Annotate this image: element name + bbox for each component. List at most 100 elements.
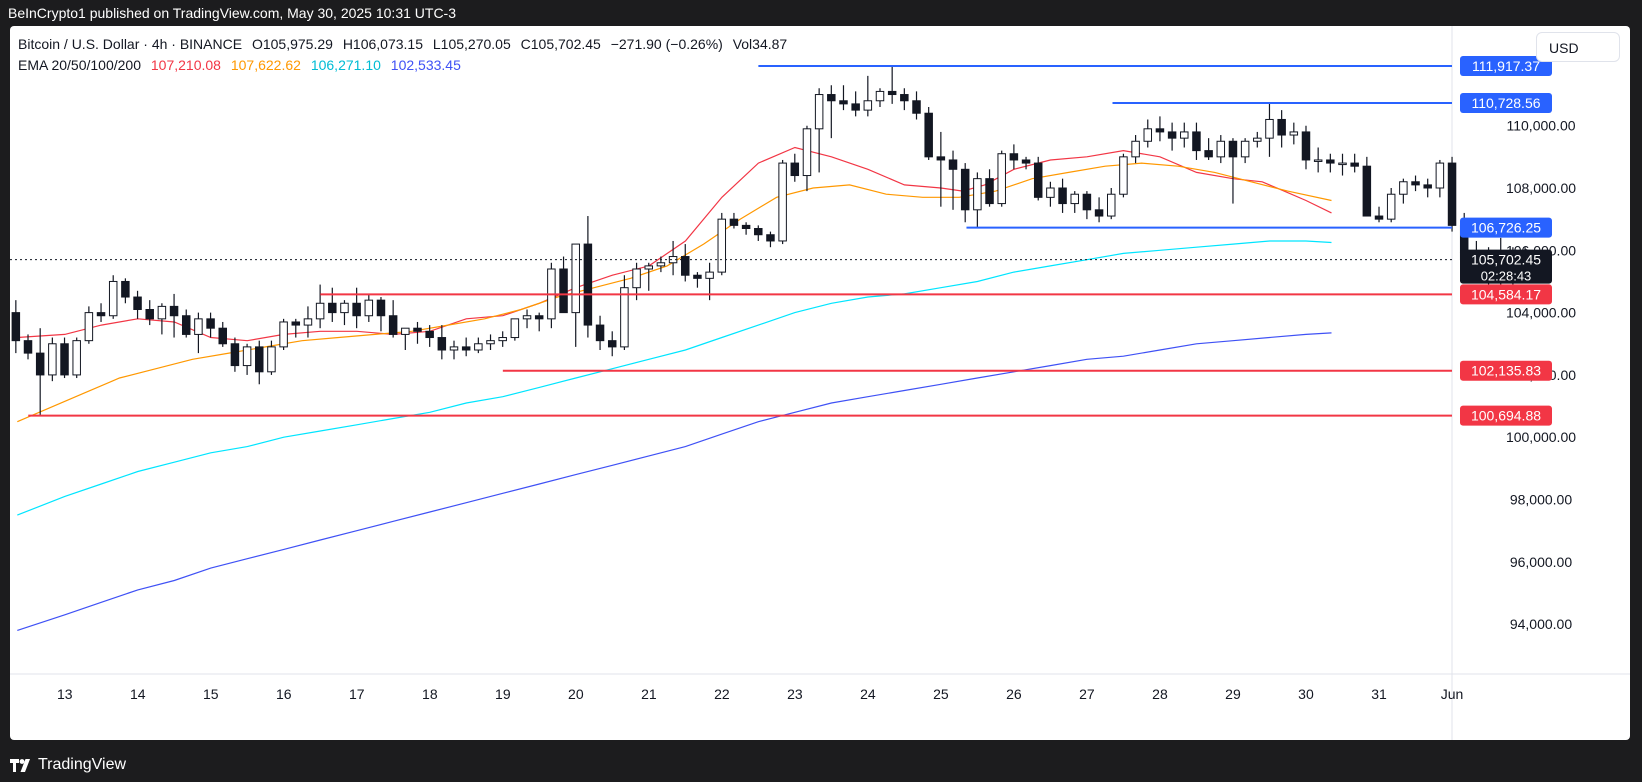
candle-body xyxy=(230,343,240,367)
x-tick-label: 22 xyxy=(714,686,730,702)
candle-body xyxy=(1228,140,1238,158)
chart-panel[interactable]: Bitcoin / U.S. Dollar · 4h · BINANCE O10… xyxy=(10,26,1630,740)
candle-body xyxy=(48,343,57,376)
ema-line xyxy=(17,162,1332,423)
x-tick-label: 16 xyxy=(276,686,292,702)
candle-body xyxy=(1362,165,1372,217)
candle-body xyxy=(717,218,727,273)
candle xyxy=(1119,153,1128,198)
candle xyxy=(230,337,240,372)
candle xyxy=(194,312,203,354)
resistance-price-tag xyxy=(1460,55,1552,76)
candle-body xyxy=(1216,140,1226,158)
candle xyxy=(11,300,21,354)
candle-body xyxy=(498,337,507,342)
candle-body xyxy=(754,228,763,236)
candle xyxy=(863,75,873,117)
candle-body xyxy=(315,302,325,320)
candle xyxy=(328,287,337,322)
candle xyxy=(133,290,142,319)
low-value: L105,270.05 xyxy=(432,36,511,52)
candle-body xyxy=(924,112,933,158)
candle-body xyxy=(912,100,921,114)
candle xyxy=(607,331,617,357)
candle-body xyxy=(851,103,860,111)
symbol-label[interactable]: Bitcoin / U.S. Dollar · 4h · BINANCE xyxy=(18,36,243,52)
x-tick-label: 19 xyxy=(495,686,511,702)
candle-body xyxy=(1143,128,1153,142)
candle-body xyxy=(242,346,252,367)
candle-body xyxy=(1386,193,1396,220)
resistance-level-label: 111,917.37 xyxy=(1472,58,1540,74)
support-price-tag xyxy=(1460,360,1552,381)
candle xyxy=(960,163,970,223)
candle-body xyxy=(218,327,228,345)
candle xyxy=(814,88,824,173)
candle-body xyxy=(632,268,641,289)
candle-body xyxy=(437,337,447,351)
x-tick-label: 15 xyxy=(203,686,219,702)
x-tick-label: 17 xyxy=(349,686,365,702)
candle xyxy=(1313,147,1323,173)
candle xyxy=(1070,191,1079,213)
candle xyxy=(559,256,568,314)
resistance-level-label: 110,728.56 xyxy=(1471,95,1540,111)
resistance-price-tag xyxy=(1460,92,1552,113)
candle-body xyxy=(985,178,994,205)
candle xyxy=(48,337,57,382)
candle xyxy=(1399,178,1408,204)
candle xyxy=(1289,122,1299,145)
candle xyxy=(267,340,276,375)
candle-body xyxy=(827,94,836,102)
ema200-value: 102,533.45 xyxy=(390,57,461,73)
footer: TradingView xyxy=(0,748,1642,782)
candle-body xyxy=(705,271,714,279)
candle xyxy=(279,318,288,350)
candle-body xyxy=(1204,150,1213,158)
candle-body xyxy=(1277,118,1286,136)
candlestick-chart[interactable]: 94,000.00 96,000.00 98,000.00 100,000.00 102… xyxy=(10,26,1630,740)
candle-body xyxy=(425,330,434,339)
candle xyxy=(218,321,228,347)
support-level-label: 104,584.17 xyxy=(1471,286,1541,302)
candle xyxy=(1338,153,1347,176)
candle-body xyxy=(936,156,946,161)
candle-body xyxy=(1119,156,1128,195)
candle-body xyxy=(449,346,459,351)
candle-body xyxy=(121,280,130,298)
current-price-label: 105,702.45 xyxy=(1471,252,1541,268)
candle-body xyxy=(108,280,118,317)
legend-ohlc-row: Bitcoin / U.S. Dollar · 4h · BINANCE O10… xyxy=(18,34,793,55)
candle xyxy=(1265,103,1274,157)
candle xyxy=(242,343,252,375)
candle xyxy=(1046,181,1055,207)
candle-body xyxy=(133,296,142,310)
candle xyxy=(900,88,909,111)
candle xyxy=(1167,122,1177,151)
ema-line xyxy=(17,332,1332,631)
change-value: −271.90 (−0.26%) xyxy=(610,36,723,52)
candle-body xyxy=(1374,215,1384,220)
candle xyxy=(875,88,885,107)
candle xyxy=(1192,122,1201,160)
published-caption: BeInCrypto1 published on TradingView.com… xyxy=(8,5,456,21)
candle xyxy=(72,337,81,379)
tradingview-logo[interactable]: TradingView xyxy=(10,756,126,774)
candle-body xyxy=(997,153,1006,205)
candle xyxy=(1204,138,1213,160)
candle-body xyxy=(1021,159,1031,164)
candle-body xyxy=(790,162,800,177)
candle xyxy=(1301,125,1311,170)
candle xyxy=(973,172,982,229)
candle-body xyxy=(1301,131,1311,161)
candle xyxy=(1326,153,1335,173)
candle xyxy=(851,91,860,117)
candle-body xyxy=(729,218,739,226)
tradingview-brand: TradingView xyxy=(38,756,127,773)
candle xyxy=(571,243,580,347)
candle-body xyxy=(376,299,386,317)
candle-body xyxy=(960,168,970,211)
ema-label[interactable]: EMA 20/50/100/200 xyxy=(18,57,141,73)
currency-button[interactable]: USD xyxy=(1536,32,1620,62)
candle xyxy=(997,150,1006,207)
